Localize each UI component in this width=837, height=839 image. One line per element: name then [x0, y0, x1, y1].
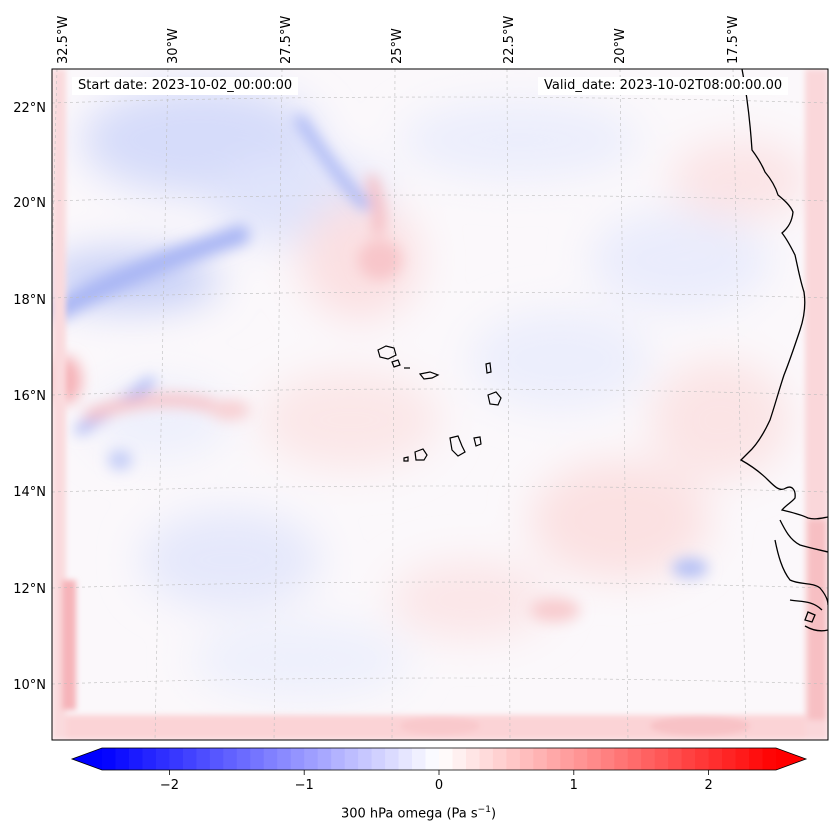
lat-label: 14°N [13, 485, 46, 500]
colorbar-cell [627, 748, 642, 770]
colorbar-cell [250, 748, 265, 770]
colorbar-cell [722, 748, 737, 770]
lon-label: 22.5°W [502, 16, 517, 64]
colorbar: −2 −1 0 1 2 [70, 747, 808, 793]
colorbar-cell [344, 748, 359, 770]
colorbar-cell [465, 748, 480, 770]
colorbar-cell [479, 748, 494, 770]
lon-label: 30°W [166, 28, 181, 64]
colorbar-cell [762, 748, 777, 770]
colorbar-cell [102, 748, 116, 770]
colorbar-cell [695, 748, 710, 770]
colorbar-cell [263, 748, 278, 770]
map-frame [51, 68, 829, 741]
colorbar-cell [546, 748, 561, 770]
colorbar-cell [385, 748, 400, 770]
start-date-label: Start date: 2023-10-02_00:00:00 [72, 77, 299, 95]
colorbar-outline [70, 747, 808, 771]
colorbar-cell [277, 748, 292, 770]
colorbar-tick-label: −1 [295, 778, 314, 793]
colorbar-label-prefix: 300 hPa omega (Pa s [340, 806, 478, 822]
colorbar-cell [425, 748, 440, 770]
colorbar-tick-label: 2 [704, 778, 712, 793]
colorbar-cell [142, 748, 157, 770]
colorbar-cell [371, 748, 386, 770]
lat-label: 10°N [13, 678, 46, 693]
colorbar-cell [587, 748, 602, 770]
colorbar-label: 300 hPa omega (Pa s−1) [0, 805, 837, 821]
colorbar-cell [641, 748, 656, 770]
lat-label: 22°N [13, 101, 46, 116]
colorbar-tick-label: −2 [160, 778, 179, 793]
colorbar-extend-low [72, 748, 102, 770]
lon-label: 17.5°W [726, 16, 741, 64]
lon-label: 25°W [390, 28, 405, 64]
colorbar-cell [304, 748, 319, 770]
valid-date-label: Valid_date: 2023-10-02T08:00:00.00 [538, 77, 789, 95]
colorbar-cell [492, 748, 507, 770]
lat-label: 16°N [13, 389, 46, 404]
colorbar-cell [196, 748, 211, 770]
colorbar-cell [668, 748, 683, 770]
colorbar-cell [533, 748, 548, 770]
colorbar-cell [115, 748, 130, 770]
lat-label: 20°N [13, 196, 46, 211]
africa-coastline [739, 69, 828, 632]
colorbar-cell [331, 748, 346, 770]
colorbar-label-suffix: ) [490, 806, 497, 822]
colorbar-cell [155, 748, 170, 770]
colorbar-cell [600, 748, 615, 770]
colorbar-cell [560, 748, 575, 770]
colorbar-cell [236, 748, 251, 770]
gridlines [52, 69, 828, 740]
omega-field [52, 69, 828, 740]
colorbar-cell [654, 748, 669, 770]
cape-verde-islands [377, 345, 502, 462]
lon-label: 20°W [613, 28, 628, 64]
lon-label: 27.5°W [279, 16, 294, 64]
colorbar-cell [128, 748, 143, 770]
colorbar-cell [573, 748, 588, 770]
lat-label: 18°N [13, 293, 46, 308]
colorbar-cell [439, 748, 453, 770]
colorbar-cell [681, 748, 696, 770]
colorbar-cell [169, 748, 184, 770]
colorbar-cell [735, 748, 750, 770]
colorbar-cell [398, 748, 413, 770]
colorbar-cell [209, 748, 224, 770]
colorbar-cell [182, 748, 197, 770]
colorbar-cell [708, 748, 723, 770]
colorbar-cell [452, 748, 467, 770]
colorbar-cell [223, 748, 238, 770]
colorbar-cell [614, 748, 629, 770]
colorbar-tick-label: 1 [570, 778, 578, 793]
colorbar-cell [749, 748, 764, 770]
colorbar-tick-label: 0 [435, 778, 443, 793]
lon-label: 32.5°W [56, 16, 71, 64]
colorbar-extend-high [776, 748, 806, 770]
lat-label: 12°N [13, 582, 46, 597]
colorbar-cell [358, 748, 373, 770]
colorbar-cell [290, 748, 305, 770]
colorbar-cell [412, 748, 427, 770]
longitude-labels: 32.5°W 30°W 27.5°W 25°W 22.5°W 20°W 17.5… [56, 16, 741, 64]
colorbar-label-exponent: −1 [477, 805, 491, 815]
colorbar-cell [317, 748, 332, 770]
latitude-labels: 22°N 20°N 18°N 16°N 14°N 12°N 10°N [13, 101, 46, 693]
colorbar-cell [506, 748, 521, 770]
colorbar-cell [519, 748, 534, 770]
